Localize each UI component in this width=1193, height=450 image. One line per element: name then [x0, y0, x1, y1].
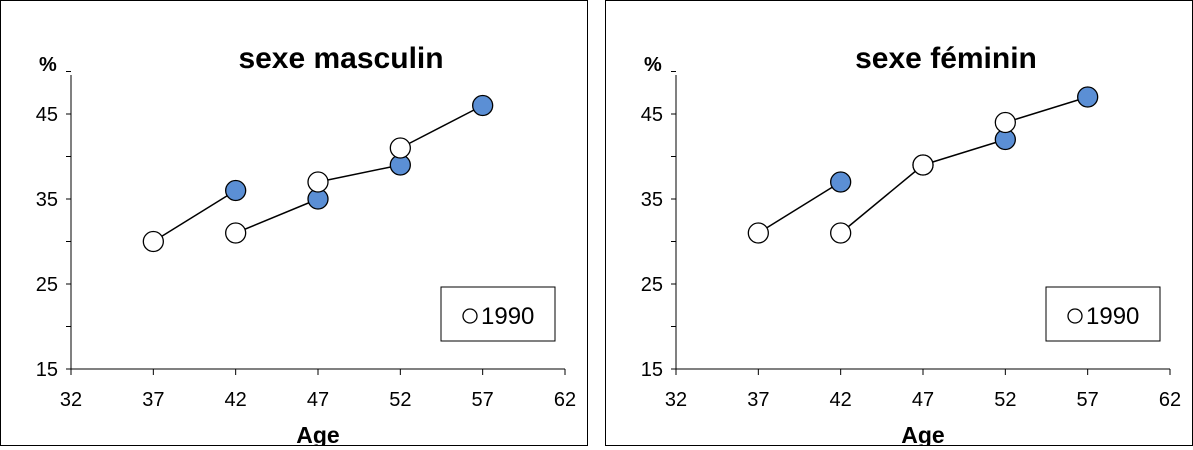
- data-point-1990: [225, 222, 247, 244]
- chart-title: sexe masculin: [238, 42, 443, 75]
- chart-panel-feminin: 15 25 35 45 32 37 42 47 52 57 62 sexe féminin% Age 19…: [605, 0, 1193, 448]
- x-tick-label: 32: [60, 389, 82, 411]
- x-tick-label: 52: [994, 389, 1016, 411]
- y-tick-label: 45: [36, 104, 58, 126]
- y-tick-label: 45: [641, 104, 663, 126]
- chart-svg-feminin: 15 25 35 45 32 37 42 47 52 57 62 sexe féminin% Age 19…: [641, 42, 1181, 448]
- data-point-other: [1077, 86, 1099, 108]
- y-tick-label: 25: [36, 274, 58, 296]
- data-segment-line: [235, 198, 319, 234]
- y-tick-label: 35: [641, 189, 663, 211]
- x-tick-label: 62: [554, 389, 576, 411]
- x-tick-label: 62: [1159, 389, 1181, 411]
- legend-box: [440, 286, 556, 342]
- data-point-other: [472, 94, 494, 117]
- x-tick-label: 42: [830, 389, 852, 411]
- x-axis-label: Age: [901, 422, 944, 445]
- x-tick-label: 47: [307, 389, 329, 411]
- data-point-1990: [747, 222, 769, 244]
- data-segment-line: [1005, 96, 1088, 124]
- data-segment-line: [757, 181, 842, 234]
- y-tick-label: 15: [641, 359, 663, 381]
- chart-title: sexe féminin: [855, 42, 1037, 75]
- legend-box: [1045, 286, 1161, 342]
- data-point-1990: [142, 230, 164, 253]
- x-tick-label: 47: [912, 389, 934, 411]
- data-segment-line: [317, 164, 401, 183]
- x-tick-label: 42: [225, 389, 247, 411]
- legend-label-1990: 1990: [481, 303, 534, 330]
- x-tick-label: 37: [142, 389, 164, 411]
- y-tick-label: 35: [36, 189, 58, 211]
- data-point-1990: [307, 171, 329, 193]
- legend-marker-1990: [1067, 308, 1083, 324]
- data-segment-line: [922, 138, 1006, 166]
- chart-panel-masculin: 15 25 35 45 32 37 42 47 52 57 62 sexe masculin% Age 1…: [0, 0, 588, 448]
- x-axis-label: Age: [296, 422, 339, 445]
- x-tick-label: 57: [472, 389, 494, 411]
- chart-svg-masculin: 15 25 35 45 32 37 42 47 52 57 62 sexe masculin% Age 1…: [36, 42, 576, 448]
- legend-label-1990: 1990: [1086, 303, 1139, 330]
- y-tick-label: 25: [641, 274, 663, 296]
- y-axis-label: %: [644, 54, 662, 76]
- x-tick-label: 57: [1077, 389, 1099, 411]
- y-axis-label: %: [39, 54, 57, 76]
- legend-marker-1990: [462, 308, 478, 324]
- data-point-1990: [389, 137, 411, 159]
- data-segment-line: [840, 164, 924, 234]
- data-point-1990: [830, 222, 852, 244]
- data-segment-line: [152, 189, 237, 243]
- x-tick-label: 52: [389, 389, 411, 411]
- data-point-1990: [912, 154, 934, 176]
- y-tick-label: 15: [36, 359, 58, 381]
- x-tick-label: 37: [747, 389, 769, 411]
- data-segment-line: [399, 104, 484, 149]
- data-point-other: [830, 171, 852, 193]
- data-point-other: [225, 179, 247, 202]
- x-tick-label: 32: [665, 389, 687, 411]
- data-point-1990: [994, 111, 1016, 134]
